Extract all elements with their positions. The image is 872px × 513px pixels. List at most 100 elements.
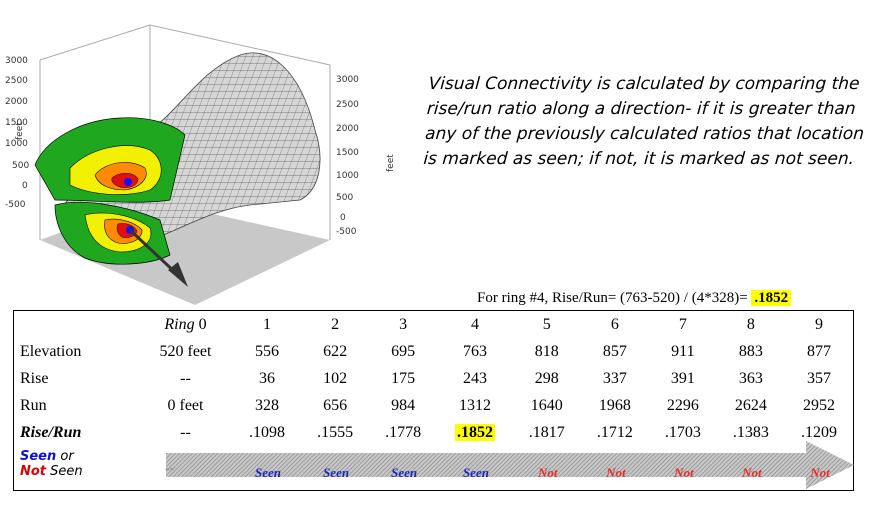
caption-text: Visual Connectivity is calculated by com… <box>422 74 865 169</box>
header-cell: Ring 0 <box>164 315 207 333</box>
status-arrow <box>166 441 854 489</box>
row-label: Elevation <box>20 342 82 360</box>
table-cell: -- <box>180 423 191 441</box>
status-dash: -- <box>165 461 175 476</box>
table-cell: 911 <box>671 342 695 360</box>
table-row: Rise/Run -- .1098 .1555 .1778 .1852 .181… <box>14 419 853 446</box>
table-cell: .1098 <box>249 423 286 441</box>
row-label: Rise/Run <box>20 423 82 441</box>
row-label: Rise <box>20 369 49 387</box>
formula-text: For ring #4, Rise/Run= (763-520) / (4*32… <box>477 290 748 306</box>
table-cell: 337 <box>602 369 627 387</box>
right-axis-ticks: 3000 2500 2000 1500 1000 500 0 -500 <box>336 75 359 237</box>
table-cell: 357 <box>806 369 831 387</box>
table-cell: 1640 <box>530 396 563 414</box>
right-tick: 1000 <box>336 171 359 181</box>
table-cell: 877 <box>806 342 831 360</box>
right-tick: 1500 <box>336 148 359 158</box>
right-tick: 2500 <box>336 100 359 110</box>
right-tick: 0 <box>340 213 346 223</box>
left-axis-ticks: 3000 2500 2000 1500 1000 500 0 -500 <box>5 56 29 210</box>
table-row: Elevation 520 feet 556 622 695 763 818 8… <box>14 338 853 365</box>
direction-arrow <box>128 228 188 287</box>
data-table: Ring 0 1 2 3 4 5 6 7 8 9 Elevation 520 f… <box>14 311 853 446</box>
table-cell: 2624 <box>734 396 767 414</box>
table-cell: 391 <box>670 369 695 387</box>
right-tick: 3000 <box>336 75 359 85</box>
right-tick: 2000 <box>336 124 359 134</box>
table-row: Rise -- 36 102 175 243 298 337 391 363 3… <box>14 365 853 392</box>
table-cell: 883 <box>738 342 763 360</box>
status-seen: Seen <box>462 465 489 480</box>
left-tick: 3000 <box>5 56 28 66</box>
header-cell: 5 <box>542 315 551 333</box>
table-cell: 363 <box>738 369 763 387</box>
table-cell: 984 <box>391 396 416 414</box>
table-cell: .1209 <box>800 423 837 441</box>
table-cell: 1968 <box>598 396 631 414</box>
left-tick: 2000 <box>5 97 28 107</box>
table-cell: .1555 <box>317 423 354 441</box>
table-cell: .1778 <box>385 423 422 441</box>
table-cell: 763 <box>462 342 487 360</box>
left-tick: 1500 <box>5 118 28 128</box>
left-tick: 2500 <box>5 76 28 86</box>
right-tick: 500 <box>336 193 353 203</box>
formula-value: .1852 <box>751 290 792 306</box>
table-cell: 857 <box>602 342 627 360</box>
header-cell: 4 <box>470 315 479 333</box>
table-cell: 0 feet <box>167 396 204 414</box>
left-tick: 1000 <box>5 139 28 149</box>
table-cell: 556 <box>255 342 280 360</box>
left-tick: 0 <box>22 181 28 191</box>
left-axis-label: feet <box>15 122 25 140</box>
table-cell: 298 <box>534 369 559 387</box>
status-seen: Seen <box>323 465 350 480</box>
header-cell: 8 <box>746 315 755 333</box>
left-tick: 500 <box>12 161 29 171</box>
header-cell: 2 <box>331 315 340 333</box>
table-cell: -- <box>180 369 191 387</box>
table-cell: .1703 <box>664 423 701 441</box>
table-cell: 1312 <box>458 396 491 414</box>
legend-or: or <box>60 449 74 464</box>
table-row: Run 0 feet 328 656 984 1312 1640 1968 22… <box>14 392 853 419</box>
header-cell: 1 <box>263 315 272 333</box>
ring-formula: For ring #4, Rise/Run= (763-520) / (4*32… <box>477 290 792 307</box>
header-row: Ring 0 1 2 3 4 5 6 7 8 9 <box>14 311 853 338</box>
table-cell-highlight: .1852 <box>454 423 495 441</box>
table-cell: 102 <box>323 369 348 387</box>
header-cell: 7 <box>678 315 687 333</box>
table-cell: 243 <box>462 369 487 387</box>
table-cell: .1712 <box>596 423 633 441</box>
legend-seen2: Seen <box>50 464 83 479</box>
status-seen: Seen <box>255 465 282 480</box>
header-cell: 9 <box>814 315 823 333</box>
surface-plot: 3000 2500 2000 1500 1000 500 0 -500 feet… <box>5 24 396 305</box>
status-not: Not <box>674 465 694 480</box>
table-cell: 175 <box>391 369 416 387</box>
table-cell: .1383 <box>732 423 769 441</box>
status-not: Not <box>742 465 762 480</box>
right-axis-label: feet <box>386 154 396 172</box>
table-cell: 695 <box>391 342 416 360</box>
connectivity-table: Ring 0 1 2 3 4 5 6 7 8 9 Elevation 520 f… <box>13 310 854 491</box>
table-cell: 328 <box>255 396 280 414</box>
table-cell: 520 feet <box>159 342 212 360</box>
header-cell: 3 <box>399 315 408 333</box>
left-tick: -500 <box>5 200 26 210</box>
table-cell: .1817 <box>528 423 565 441</box>
table-cell: 36 <box>259 369 276 387</box>
table-cell: 622 <box>323 342 348 360</box>
right-tick: -500 <box>336 227 357 237</box>
row-label: Run <box>20 396 47 414</box>
upper-contour <box>34 117 186 203</box>
table-cell: 818 <box>534 342 559 360</box>
status-not: Not <box>810 465 830 480</box>
status-not: Not <box>606 465 626 480</box>
table-cell: 656 <box>323 396 348 414</box>
status-not: Not <box>538 465 558 480</box>
status-seen: Seen <box>391 465 418 480</box>
legend-seen: Seen <box>20 449 57 464</box>
lower-contour <box>54 201 171 265</box>
